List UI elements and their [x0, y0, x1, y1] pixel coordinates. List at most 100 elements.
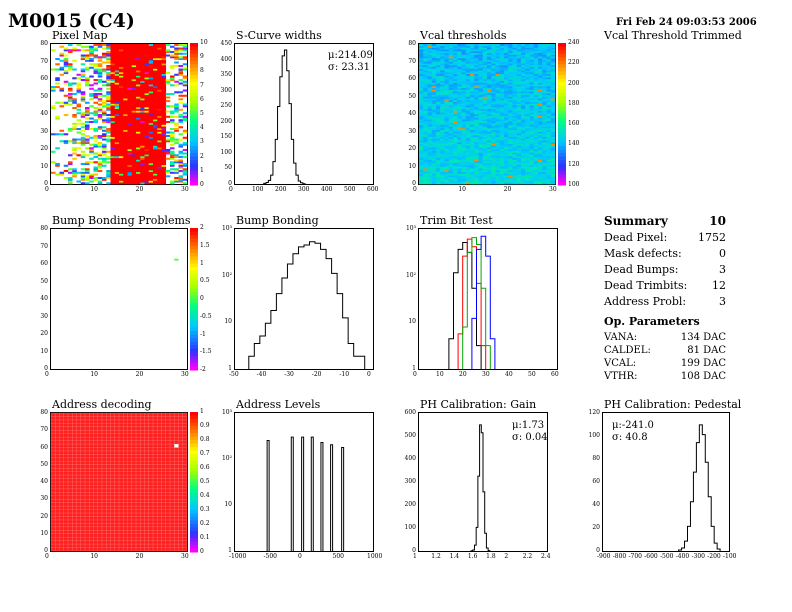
threshold-cell — [512, 101, 518, 104]
pixel-cell — [165, 171, 171, 174]
pixel-cell — [127, 142, 133, 145]
threshold-cell — [516, 171, 522, 174]
threshold-cell — [542, 98, 547, 101]
threshold-cell — [448, 72, 454, 75]
pixel-cell — [110, 121, 116, 124]
y-tick-label: 400 — [404, 455, 416, 462]
threshold-cell — [533, 47, 539, 50]
pixel-cell — [131, 47, 137, 50]
pixel-cell — [157, 168, 162, 171]
pixel-cell — [144, 121, 150, 124]
pixel-cell — [170, 128, 175, 131]
pixel-cell — [157, 89, 162, 92]
threshold-cell — [495, 136, 501, 139]
threshold-cell — [457, 128, 462, 131]
palette-swatch — [190, 124, 198, 129]
threshold-cell — [529, 44, 535, 47]
palette-swatch — [190, 128, 198, 133]
pixel-cell — [85, 68, 90, 71]
pixel-cell — [174, 122, 179, 125]
threshold-cell — [504, 171, 509, 174]
threshold-cell — [499, 128, 505, 131]
z-tick-label: -2 — [200, 366, 206, 373]
threshold-cell — [546, 89, 552, 92]
threshold-cell — [491, 96, 496, 99]
pixel-cell — [148, 147, 154, 150]
threshold-cell — [512, 49, 518, 52]
threshold-cell — [491, 138, 496, 141]
threshold-cell — [521, 147, 526, 150]
pixel-cell — [119, 108, 124, 111]
pixel-cell — [51, 49, 56, 52]
threshold-cell — [427, 159, 433, 162]
threshold-cell — [427, 56, 433, 59]
threshold-cell — [516, 154, 522, 157]
threshold-cell — [542, 117, 547, 120]
pixel-cell — [63, 164, 69, 167]
pixel-cell — [157, 119, 162, 122]
pixel-cell — [119, 70, 124, 73]
z-tick-label: 8 — [200, 67, 204, 75]
pixel-cell — [85, 171, 90, 174]
threshold-cell — [453, 119, 458, 122]
threshold-cell — [423, 72, 428, 75]
palette-swatch — [190, 419, 198, 423]
pixel-cell — [119, 101, 124, 104]
threshold-cell — [427, 100, 433, 103]
threshold-cell — [453, 143, 458, 146]
pixel-cell — [97, 157, 103, 160]
threshold-cell — [431, 145, 437, 148]
threshold-cell — [491, 136, 496, 139]
pixel-cell — [148, 154, 154, 157]
x-tick-label: 10 — [458, 186, 466, 193]
threshold-cell — [448, 140, 454, 143]
pixel-cell — [106, 100, 111, 103]
threshold-cell — [482, 173, 488, 176]
pixel-cell — [170, 115, 175, 118]
histogram-line — [470, 424, 491, 552]
threshold-cell — [512, 173, 518, 176]
threshold-cell — [440, 121, 445, 124]
pixel-cell — [178, 164, 184, 167]
pixel-cell — [144, 98, 150, 101]
pixel-cell — [136, 175, 141, 178]
pixel-cell — [59, 89, 65, 92]
pixel-cell — [110, 107, 116, 110]
threshold-cell — [495, 164, 501, 167]
pixel-cell — [110, 143, 116, 146]
threshold-cell — [542, 75, 547, 78]
pixel-cell — [102, 100, 107, 103]
threshold-cell — [448, 91, 454, 94]
pixel-cell — [63, 101, 69, 104]
pixel-cell — [114, 138, 120, 141]
palette-swatch — [558, 142, 566, 147]
palette-swatch — [190, 454, 198, 458]
threshold-cell — [533, 94, 539, 97]
threshold-cell — [516, 161, 522, 164]
threshold-cell — [546, 94, 552, 97]
pixel-cell — [68, 182, 73, 185]
threshold-cell — [427, 129, 433, 132]
pixel-cell — [144, 73, 150, 76]
threshold-cell — [538, 114, 543, 117]
pixel-cell — [153, 175, 158, 178]
threshold-cell — [504, 63, 509, 66]
pixel-cell — [127, 51, 133, 54]
pixel-cell — [110, 49, 116, 52]
threshold-cell — [436, 51, 441, 54]
threshold-cell — [427, 128, 433, 131]
pixel-cell — [119, 79, 124, 82]
pixel-cell — [161, 54, 167, 57]
threshold-cell — [550, 89, 556, 92]
pixel-cell — [123, 80, 128, 83]
threshold-cell — [419, 112, 424, 115]
threshold-cell — [465, 72, 471, 75]
pixel-cell — [119, 171, 124, 174]
threshold-cell — [504, 168, 509, 171]
threshold-cell — [453, 182, 458, 185]
pixel-cell — [110, 173, 116, 176]
pixel-cell — [85, 114, 90, 117]
threshold-cell — [427, 107, 433, 110]
y-tick-label: 10 — [408, 162, 416, 170]
threshold-cell — [546, 164, 552, 167]
